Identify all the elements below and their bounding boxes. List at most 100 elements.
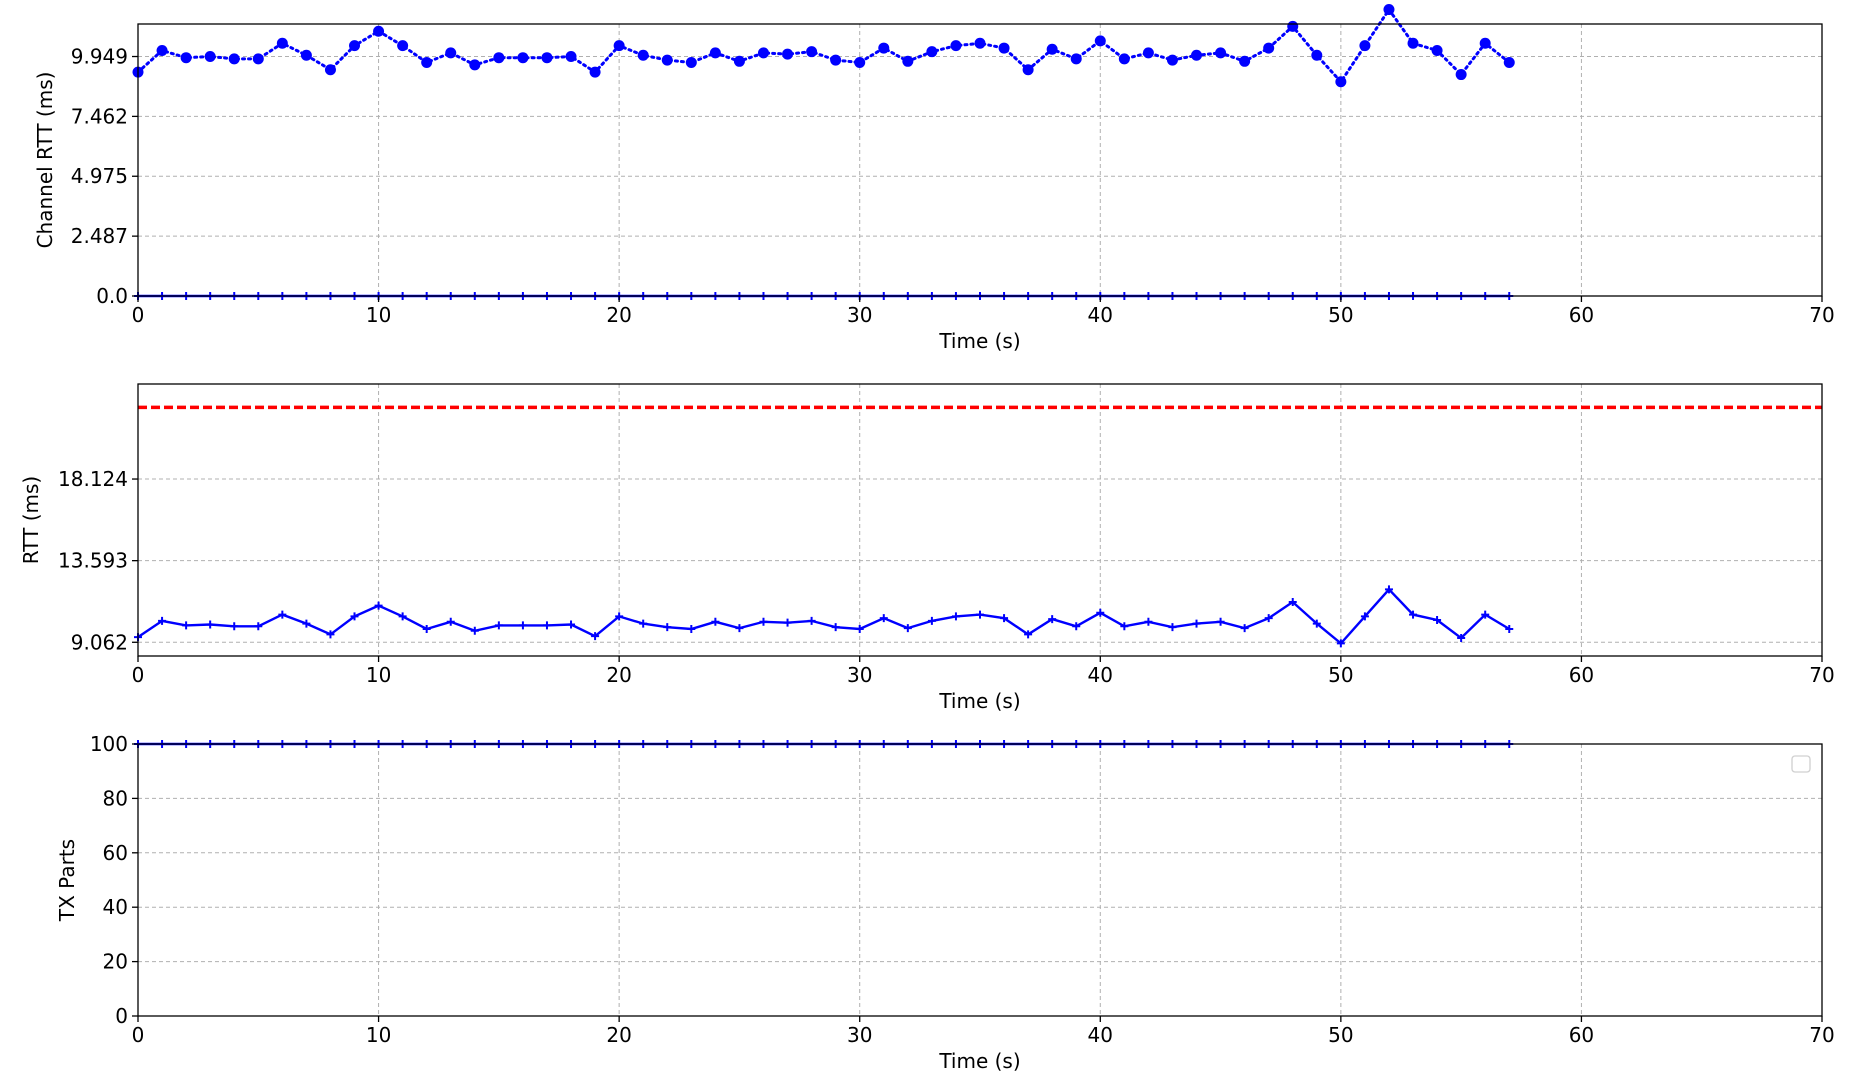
data-point — [398, 612, 407, 621]
x-tick-label: 30 — [847, 663, 872, 687]
data-point — [228, 53, 240, 65]
data-point — [591, 632, 600, 641]
data-point — [1335, 76, 1347, 88]
data-point — [1168, 623, 1177, 632]
y-tick-label: 0 — [115, 1004, 128, 1028]
data-point — [1287, 20, 1299, 32]
x-tick-label: 20 — [606, 1023, 631, 1047]
data-point — [1457, 633, 1466, 642]
data-point — [1359, 40, 1371, 52]
axes-frame — [137, 743, 1823, 1017]
data-point — [735, 624, 744, 633]
data-point — [156, 44, 168, 56]
data-point — [1191, 49, 1203, 61]
data-point — [613, 40, 625, 52]
data-point — [831, 623, 840, 632]
data-point — [782, 48, 794, 60]
data-point — [1120, 622, 1129, 631]
data-point — [158, 616, 167, 625]
data-point — [1166, 54, 1178, 66]
data-point — [1142, 47, 1154, 59]
y-tick-label: 80 — [103, 786, 128, 810]
data-point — [1505, 624, 1514, 633]
data-point — [470, 626, 479, 635]
data-point — [806, 46, 818, 58]
data-point — [902, 55, 914, 67]
x-axis-label: Time (s) — [938, 689, 1020, 713]
data-point — [1048, 615, 1057, 624]
data-point — [1264, 614, 1273, 623]
x-tick-label: 20 — [606, 663, 631, 687]
data-point — [998, 42, 1010, 54]
data-point — [709, 47, 721, 59]
y-tick-label: 13.593 — [58, 549, 128, 573]
data-point — [661, 54, 673, 66]
data-point — [180, 52, 192, 64]
data-point — [1288, 597, 1297, 606]
axes-frame — [137, 383, 1823, 657]
x-axis-label: Time (s) — [938, 1049, 1020, 1073]
data-point — [687, 624, 696, 633]
x-tick-label: 70 — [1809, 303, 1834, 327]
data-point — [518, 621, 527, 630]
x-tick-label: 30 — [847, 303, 872, 327]
data-point — [446, 617, 455, 626]
legend-box — [1791, 755, 1811, 773]
data-point — [1503, 57, 1515, 69]
channel-rtt-panel: 0 10 20 30 40 50 60 70 0.0 2.487 4.975 7.462 9.949 Ti… — [33, 4, 1835, 353]
data-point — [1409, 610, 1418, 619]
data-point — [204, 50, 216, 62]
data-point — [1072, 622, 1081, 631]
x-tick-label: 50 — [1328, 303, 1353, 327]
x-tick-label: 50 — [1328, 1023, 1353, 1047]
series-line-0 — [137, 587, 1510, 646]
x-tick-label: 10 — [366, 663, 391, 687]
data-point — [1336, 639, 1345, 648]
data-point — [854, 57, 866, 69]
y-tick-label: 7.462 — [71, 104, 128, 128]
data-point — [903, 624, 912, 633]
y-tick-label: 100 — [90, 732, 128, 756]
y-tick-label: 20 — [103, 950, 128, 974]
data-point — [926, 46, 938, 58]
tx-parts-panel: 0 10 20 30 40 50 60 70 0 20 40 60 80 100 Time (s) TX Pa… — [55, 732, 1835, 1073]
data-point — [278, 610, 287, 619]
data-point — [276, 37, 288, 49]
x-tick-label: 0 — [132, 1023, 145, 1047]
x-tick-label: 10 — [366, 303, 391, 327]
series-line-0 — [136, 6, 1511, 85]
data-point — [807, 616, 816, 625]
x-tick-label: 40 — [1088, 663, 1113, 687]
data-point — [1094, 35, 1106, 47]
data-point — [1312, 619, 1321, 628]
x-tick-label: 0 — [132, 663, 145, 687]
data-point — [373, 25, 385, 37]
data-point — [567, 620, 576, 629]
data-point — [494, 621, 503, 630]
x-tick-label: 60 — [1569, 663, 1594, 687]
data-point — [1118, 53, 1130, 65]
data-point — [855, 624, 864, 633]
data-point — [1022, 64, 1034, 76]
data-point — [589, 66, 601, 78]
data-point — [1384, 585, 1393, 594]
data-point — [1360, 612, 1369, 621]
data-point — [757, 47, 769, 59]
data-point — [733, 55, 745, 67]
data-point — [565, 50, 577, 62]
x-tick-label: 20 — [606, 303, 631, 327]
data-point — [830, 54, 842, 66]
data-point — [685, 57, 697, 69]
y-axis-label: RTT (ms) — [19, 476, 43, 564]
data-point — [1455, 69, 1467, 81]
data-point — [469, 59, 481, 71]
data-point — [397, 40, 409, 52]
data-point — [302, 619, 311, 628]
data-point — [326, 630, 335, 639]
data-point — [639, 619, 648, 628]
data-point — [493, 52, 505, 64]
data-point — [663, 623, 672, 632]
data-point — [976, 610, 984, 619]
data-point — [1024, 630, 1033, 639]
y-tick-label: 2.487 — [71, 224, 128, 248]
